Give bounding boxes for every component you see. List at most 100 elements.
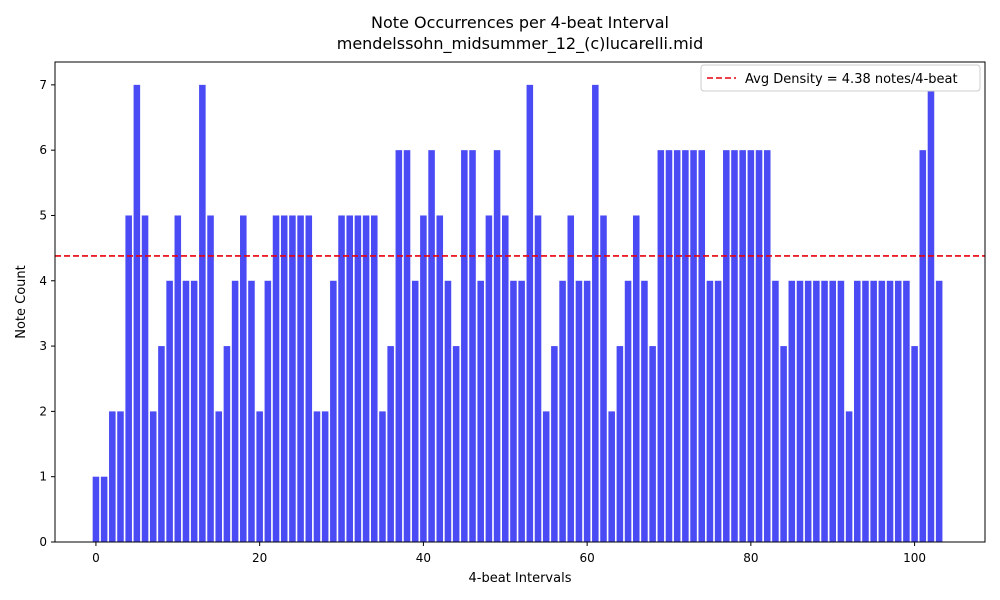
bar — [395, 150, 403, 542]
bar — [772, 280, 779, 542]
bar — [796, 280, 804, 542]
bar — [731, 150, 738, 542]
bar — [452, 346, 460, 542]
bar — [92, 476, 100, 542]
bar — [755, 150, 763, 542]
bar — [117, 411, 124, 542]
bar — [870, 280, 877, 542]
bar — [903, 280, 910, 542]
bar — [371, 215, 378, 542]
bar — [354, 215, 362, 542]
bar — [845, 411, 853, 542]
bar — [469, 150, 476, 542]
bar — [673, 150, 681, 542]
bar — [854, 280, 861, 542]
bar — [215, 411, 223, 542]
bar — [166, 280, 173, 542]
bar — [207, 215, 214, 542]
bar — [428, 150, 435, 542]
x-tick-label: 20 — [252, 551, 267, 565]
bar — [149, 411, 157, 542]
bar — [109, 411, 116, 542]
bar — [608, 411, 615, 542]
bar — [264, 280, 272, 542]
bar — [141, 215, 149, 542]
chart-title: Note Occurrences per 4-beat Interval — [371, 13, 669, 32]
bar — [248, 280, 255, 542]
bar — [510, 280, 517, 542]
bar — [125, 215, 132, 542]
bar — [330, 280, 337, 542]
bar — [256, 411, 263, 542]
x-axis-ticks: 0 20 40 60 80 100 — [92, 542, 926, 565]
bar — [526, 84, 534, 543]
bar — [289, 215, 296, 542]
bar — [567, 215, 575, 542]
bar — [199, 84, 206, 543]
y-tick-label: 2 — [39, 404, 47, 418]
bar — [714, 280, 722, 542]
bar — [592, 84, 599, 543]
bar — [624, 280, 632, 542]
bar — [706, 280, 714, 542]
bar — [313, 411, 321, 542]
bar — [411, 280, 419, 542]
bar — [927, 84, 935, 543]
bar — [804, 280, 812, 542]
bar — [436, 215, 444, 542]
bar — [297, 215, 304, 542]
bar — [862, 280, 869, 542]
y-axis-label: Note Count — [14, 265, 29, 339]
bar — [305, 215, 313, 542]
bar — [493, 150, 501, 542]
bar — [763, 150, 771, 542]
bar — [379, 411, 386, 542]
bar — [100, 476, 108, 542]
bar — [559, 280, 566, 542]
bar — [813, 280, 820, 542]
bar — [182, 280, 190, 542]
bar — [935, 280, 943, 542]
bar-series — [92, 84, 943, 543]
bar — [698, 150, 706, 542]
y-tick-label: 7 — [39, 78, 47, 92]
bar — [886, 280, 894, 542]
bar — [575, 280, 583, 542]
bar — [665, 150, 673, 542]
bar — [190, 280, 198, 542]
bar — [641, 280, 648, 542]
x-tick-label: 40 — [416, 551, 431, 565]
bar — [461, 150, 468, 542]
y-tick-label: 3 — [39, 339, 47, 353]
bar — [632, 215, 640, 542]
bar — [780, 346, 787, 542]
bar — [747, 150, 755, 542]
y-tick-label: 1 — [39, 470, 47, 484]
bar — [223, 346, 231, 542]
bar — [231, 280, 239, 542]
bar — [583, 280, 591, 542]
bar — [878, 280, 886, 542]
x-tick-label: 100 — [903, 551, 926, 565]
bar — [501, 215, 509, 542]
bar — [518, 280, 525, 542]
bar — [649, 346, 656, 542]
bar — [403, 150, 411, 542]
bar — [739, 150, 746, 542]
bar — [133, 84, 141, 543]
plot-frame — [54, 61, 986, 543]
x-tick-label: 0 — [92, 551, 100, 565]
bar — [821, 280, 828, 542]
bar — [321, 411, 329, 542]
bar — [600, 215, 607, 542]
y-tick-label: 5 — [39, 208, 47, 222]
y-tick-label: 6 — [39, 143, 47, 157]
bar — [420, 215, 427, 542]
y-axis-ticks: 0 1 2 3 4 5 6 7 — [39, 78, 55, 549]
bar — [387, 346, 394, 542]
bar — [894, 280, 902, 542]
bar — [338, 215, 345, 542]
x-axis-label: 4-beat Intervals — [469, 571, 572, 586]
bar — [158, 346, 165, 542]
bar — [485, 215, 493, 542]
